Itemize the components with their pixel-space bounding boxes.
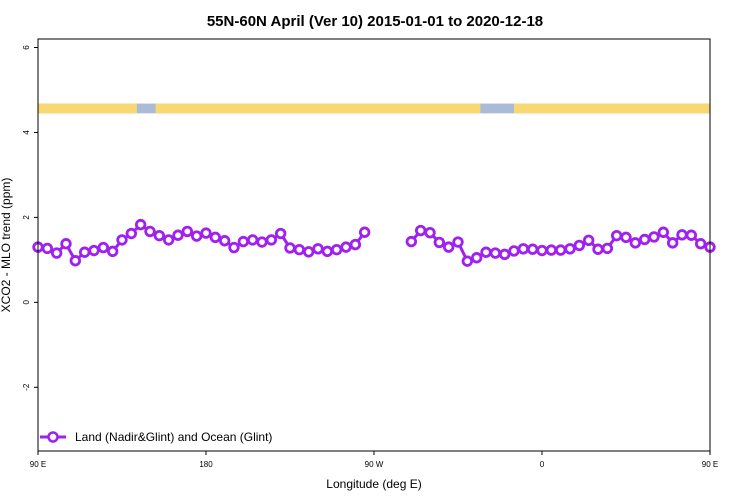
strip-land — [38, 103, 137, 114]
data-point — [274, 227, 287, 240]
data-point — [116, 234, 128, 246]
data-point — [293, 243, 306, 256]
strip-land — [155, 103, 481, 114]
x-tick-label: 0 — [540, 460, 545, 469]
data-point — [657, 226, 670, 238]
data-point — [573, 239, 586, 252]
chart-title: 55N-60N April (Ver 10) 2015-01-01 to 202… — [207, 13, 543, 30]
data-point — [620, 231, 632, 244]
data-point — [582, 234, 595, 247]
data-point — [50, 247, 63, 259]
x-axis-label: Longitude (deg E) — [326, 477, 421, 491]
data-point — [312, 243, 324, 255]
y-tick-label: -2 — [22, 383, 31, 391]
data-point — [629, 237, 642, 249]
data-point — [414, 224, 427, 237]
data-point — [246, 234, 259, 246]
data-point — [125, 227, 138, 240]
data-point — [209, 231, 222, 244]
data-point — [424, 226, 436, 239]
data-point — [433, 236, 446, 249]
legend: Land (Nadir&Glint) and Ocean (Glint) — [40, 430, 272, 444]
data-point — [60, 238, 72, 250]
data-point — [470, 252, 483, 264]
y-axis: -2 0 2 4 6 — [22, 45, 38, 391]
data-point — [41, 242, 54, 255]
data-point — [228, 241, 240, 254]
data-point — [153, 229, 166, 242]
data-point — [592, 243, 604, 255]
data-point — [330, 243, 343, 256]
data-point — [88, 244, 100, 257]
data-point — [349, 238, 362, 251]
data-point — [256, 236, 268, 248]
data-point — [78, 246, 91, 258]
data-point — [666, 237, 679, 249]
data-point — [676, 229, 688, 241]
data-point — [200, 227, 212, 239]
data-point — [489, 247, 502, 259]
data-point — [358, 226, 371, 238]
data-point — [340, 241, 352, 253]
data-point — [106, 245, 119, 258]
data-point — [536, 244, 548, 257]
data-point — [601, 242, 614, 255]
data-point — [69, 255, 82, 267]
land-ocean-strip — [38, 103, 710, 114]
y-tick-label: 6 — [22, 45, 31, 50]
x-tick-label: 90 E — [702, 460, 718, 469]
data-point — [405, 235, 418, 248]
data-point — [321, 245, 334, 258]
data-point — [237, 235, 250, 248]
data-point — [508, 245, 520, 257]
data-point — [564, 243, 576, 255]
data-point — [181, 225, 194, 238]
legend-label: Land (Nadir&Glint) and Ocean (Glint) — [75, 430, 272, 444]
data-point — [218, 235, 231, 247]
data-point — [498, 248, 511, 261]
data-point — [442, 241, 455, 253]
data-point — [452, 236, 464, 248]
data-point — [190, 230, 203, 242]
plot-area — [32, 218, 716, 267]
data-point — [284, 242, 296, 254]
data-point — [162, 234, 175, 246]
data-point — [526, 243, 539, 255]
data-point — [685, 229, 698, 241]
data-point — [144, 225, 156, 238]
data-point — [134, 218, 147, 231]
data-point — [648, 231, 660, 243]
strip-land — [514, 103, 710, 114]
x-tick-label: 90 W — [365, 460, 384, 469]
data-point — [172, 229, 184, 241]
data-point — [97, 241, 110, 254]
y-tick-label: 0 — [22, 300, 31, 305]
x-tick-label: 90 E — [30, 460, 46, 469]
data-point — [610, 229, 623, 242]
y-tick-label: 2 — [22, 215, 31, 220]
x-axis: 90 E 180 90 W 0 90 E — [30, 451, 718, 469]
y-tick-label: 4 — [22, 130, 31, 135]
data-point — [638, 233, 651, 246]
data-point — [461, 255, 474, 267]
data-point — [545, 244, 558, 256]
y-axis-label: XCO2 - MLO trend (ppm) — [0, 178, 13, 313]
data-point — [480, 246, 492, 258]
x-tick-label: 180 — [199, 460, 213, 469]
data-point — [302, 246, 315, 258]
data-point — [265, 234, 278, 246]
data-point — [694, 238, 707, 250]
data-point — [554, 244, 567, 256]
legend-marker — [47, 431, 59, 443]
data-point — [517, 243, 530, 255]
